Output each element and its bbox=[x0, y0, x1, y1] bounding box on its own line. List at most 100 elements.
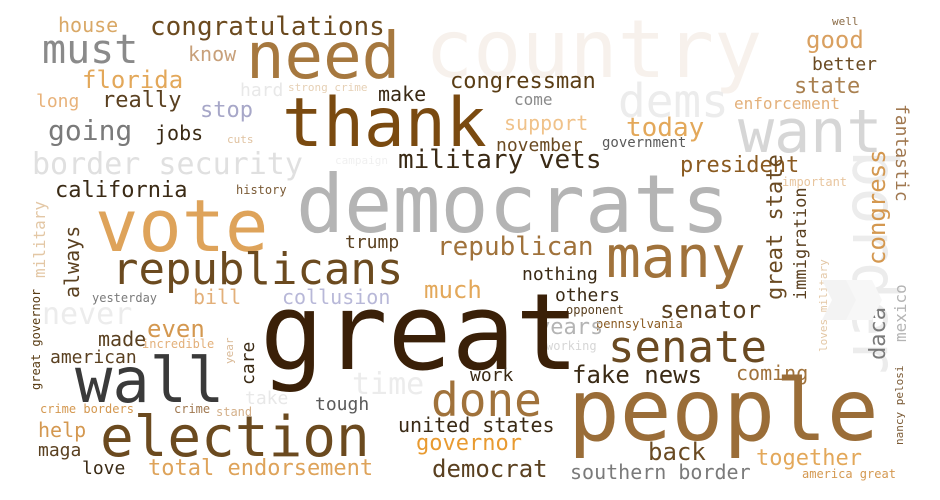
word-collusion: collusion bbox=[282, 285, 391, 309]
word-democrat: democrat bbox=[432, 455, 548, 483]
word-bill: bill bbox=[193, 285, 242, 309]
word-thank: thank bbox=[282, 84, 487, 163]
word-governor: governor bbox=[416, 431, 522, 456]
word-take: take bbox=[245, 388, 289, 409]
word-going: going bbox=[48, 114, 133, 147]
word-must: must bbox=[42, 27, 139, 73]
word-stop: stop bbox=[200, 98, 253, 123]
word-california: california bbox=[55, 178, 188, 203]
word-united-states: united states bbox=[398, 413, 555, 437]
word-senate: senate bbox=[608, 322, 767, 373]
word-even: even bbox=[147, 315, 205, 343]
word-crime-borders: crime borders bbox=[40, 402, 134, 416]
word-many: many bbox=[606, 223, 746, 291]
word-need: need bbox=[246, 20, 401, 94]
word-history: history bbox=[236, 183, 287, 197]
word-help: help bbox=[38, 418, 87, 442]
word-come: come bbox=[514, 90, 553, 109]
word-november: november bbox=[496, 135, 583, 156]
word-important: important bbox=[782, 175, 848, 189]
word-border-security: border security bbox=[32, 147, 303, 182]
word-congress: congress bbox=[863, 149, 891, 265]
word-opponent: opponent bbox=[566, 303, 624, 317]
word-mexico: mexico bbox=[891, 284, 910, 342]
chevron-shape-1 bbox=[822, 280, 858, 320]
word-never: never bbox=[42, 297, 133, 332]
word-hard: hard bbox=[240, 80, 284, 101]
word-care: care bbox=[238, 341, 259, 385]
word-stand: stand bbox=[216, 405, 253, 419]
word-coming: coming bbox=[736, 361, 809, 385]
word-democrats: democrats bbox=[296, 158, 730, 251]
word-country: country bbox=[425, 3, 763, 96]
word-florida: florida bbox=[82, 66, 184, 94]
word-crime: crime bbox=[174, 402, 211, 416]
chevron-shape-2 bbox=[846, 280, 882, 320]
word-congratulations: congratulations bbox=[150, 12, 385, 42]
word-vote: vote bbox=[95, 184, 269, 268]
word-trump: trump bbox=[345, 232, 400, 253]
word-really: really bbox=[102, 88, 182, 113]
word-fantastic: fantastic bbox=[891, 104, 912, 202]
word-military-vets: military vets bbox=[398, 145, 602, 175]
word-jobs: jobs bbox=[155, 121, 204, 145]
word-southern-border: southern border bbox=[570, 460, 751, 484]
word-love: love bbox=[82, 458, 126, 479]
word-incredible: incredible bbox=[142, 337, 215, 351]
word-tough: tough bbox=[315, 394, 370, 415]
word-know: know bbox=[188, 42, 237, 66]
word-yesterday: yesterday bbox=[92, 291, 158, 305]
word-back: back bbox=[648, 438, 706, 466]
word-senator: senator bbox=[660, 296, 762, 324]
word-much: much bbox=[424, 276, 482, 304]
word-great-governor: great governor bbox=[29, 288, 43, 390]
word-year: year bbox=[223, 337, 236, 365]
word-better: better bbox=[812, 54, 878, 75]
word-cuts: cuts bbox=[227, 133, 254, 146]
word-great: great bbox=[260, 271, 580, 394]
word-fake-news: fake news bbox=[572, 361, 703, 389]
word-republican: republican bbox=[437, 232, 594, 262]
word-election: election bbox=[100, 405, 370, 470]
word-nothing: nothing bbox=[522, 264, 598, 285]
word-wall: wall bbox=[75, 344, 225, 417]
word-strong-crime: strong crime bbox=[288, 81, 368, 94]
word-congressman: congressman bbox=[450, 69, 596, 94]
word-people: people bbox=[568, 361, 879, 461]
word-immigration: immigration bbox=[791, 187, 811, 300]
word-house: house bbox=[58, 13, 119, 37]
word-always: always bbox=[60, 225, 84, 298]
word-others: others bbox=[555, 285, 621, 306]
word-state: state bbox=[794, 74, 861, 99]
word-president: president bbox=[680, 153, 800, 178]
word-american: american bbox=[50, 347, 137, 368]
word-time: time bbox=[352, 367, 425, 402]
chevron-decoration-icon bbox=[822, 280, 882, 320]
word-maga: maga bbox=[38, 440, 82, 461]
word-campaign: campaign bbox=[335, 154, 388, 167]
word-total-endorsement: total endorsement bbox=[148, 456, 374, 481]
word-military: military bbox=[30, 200, 49, 278]
word-years: years bbox=[537, 315, 604, 340]
word-republicans: republicans bbox=[112, 244, 404, 295]
word-nancy-pelosi: nancy pelosi bbox=[893, 365, 906, 445]
word-together: together bbox=[756, 446, 862, 471]
word-good: good bbox=[806, 26, 864, 54]
word-government: government bbox=[602, 135, 687, 151]
word-working: working bbox=[546, 339, 597, 353]
word-well: well bbox=[832, 15, 859, 28]
word-support: support bbox=[504, 111, 589, 135]
word-enforcement: enforcement bbox=[734, 94, 840, 113]
word-today: today bbox=[626, 113, 705, 143]
word-made: made bbox=[98, 327, 147, 351]
word-america-great: america great bbox=[802, 467, 896, 481]
word-pennsylvania: pennsylvania bbox=[596, 317, 683, 331]
word-great-state: great state bbox=[763, 154, 788, 300]
word-work: work bbox=[470, 365, 514, 386]
word-want: want bbox=[738, 97, 883, 167]
word-make: make bbox=[378, 82, 427, 106]
word-done: done bbox=[431, 373, 542, 427]
word-long: long bbox=[36, 91, 80, 112]
word-dems: dems bbox=[618, 74, 729, 128]
